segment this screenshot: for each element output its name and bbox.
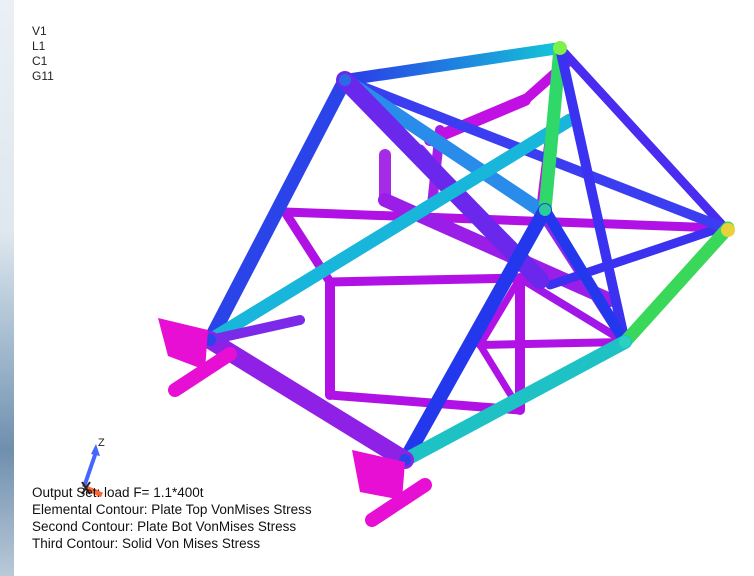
output-info: Output Set: load F= 1.1*400t Elemental C… [32, 484, 312, 552]
axis-triad: Z [81, 437, 105, 498]
elemental-contour-label: Elemental Contour: Plate Top VonMises St… [32, 502, 312, 517]
model-viewport[interactable]: V1 L1 C1 G11 Z Output Set: load F= 1.1*4… [14, 0, 754, 576]
output-set-label: Output Set: load F= 1.1*400t [32, 485, 204, 500]
z-axis-arrow [82, 451, 98, 488]
rear-members [280, 43, 730, 415]
mount-plates [158, 318, 432, 527]
second-contour-label: Second Contour: Plate Bot VonMises Stres… [32, 519, 297, 534]
view-info-labels: V1 L1 C1 G11 [32, 24, 54, 84]
main-members [201, 41, 735, 469]
view-label: L1 [32, 39, 46, 53]
view-label: C1 [32, 54, 48, 68]
third-contour-label: Third Contour: Solid Von Mises Stress [32, 536, 261, 551]
background-edge [0, 0, 14, 576]
view-label: V1 [32, 24, 47, 38]
frame-model[interactable] [14, 0, 754, 576]
z-axis-label: Z [98, 437, 105, 449]
view-label: G11 [32, 69, 54, 83]
